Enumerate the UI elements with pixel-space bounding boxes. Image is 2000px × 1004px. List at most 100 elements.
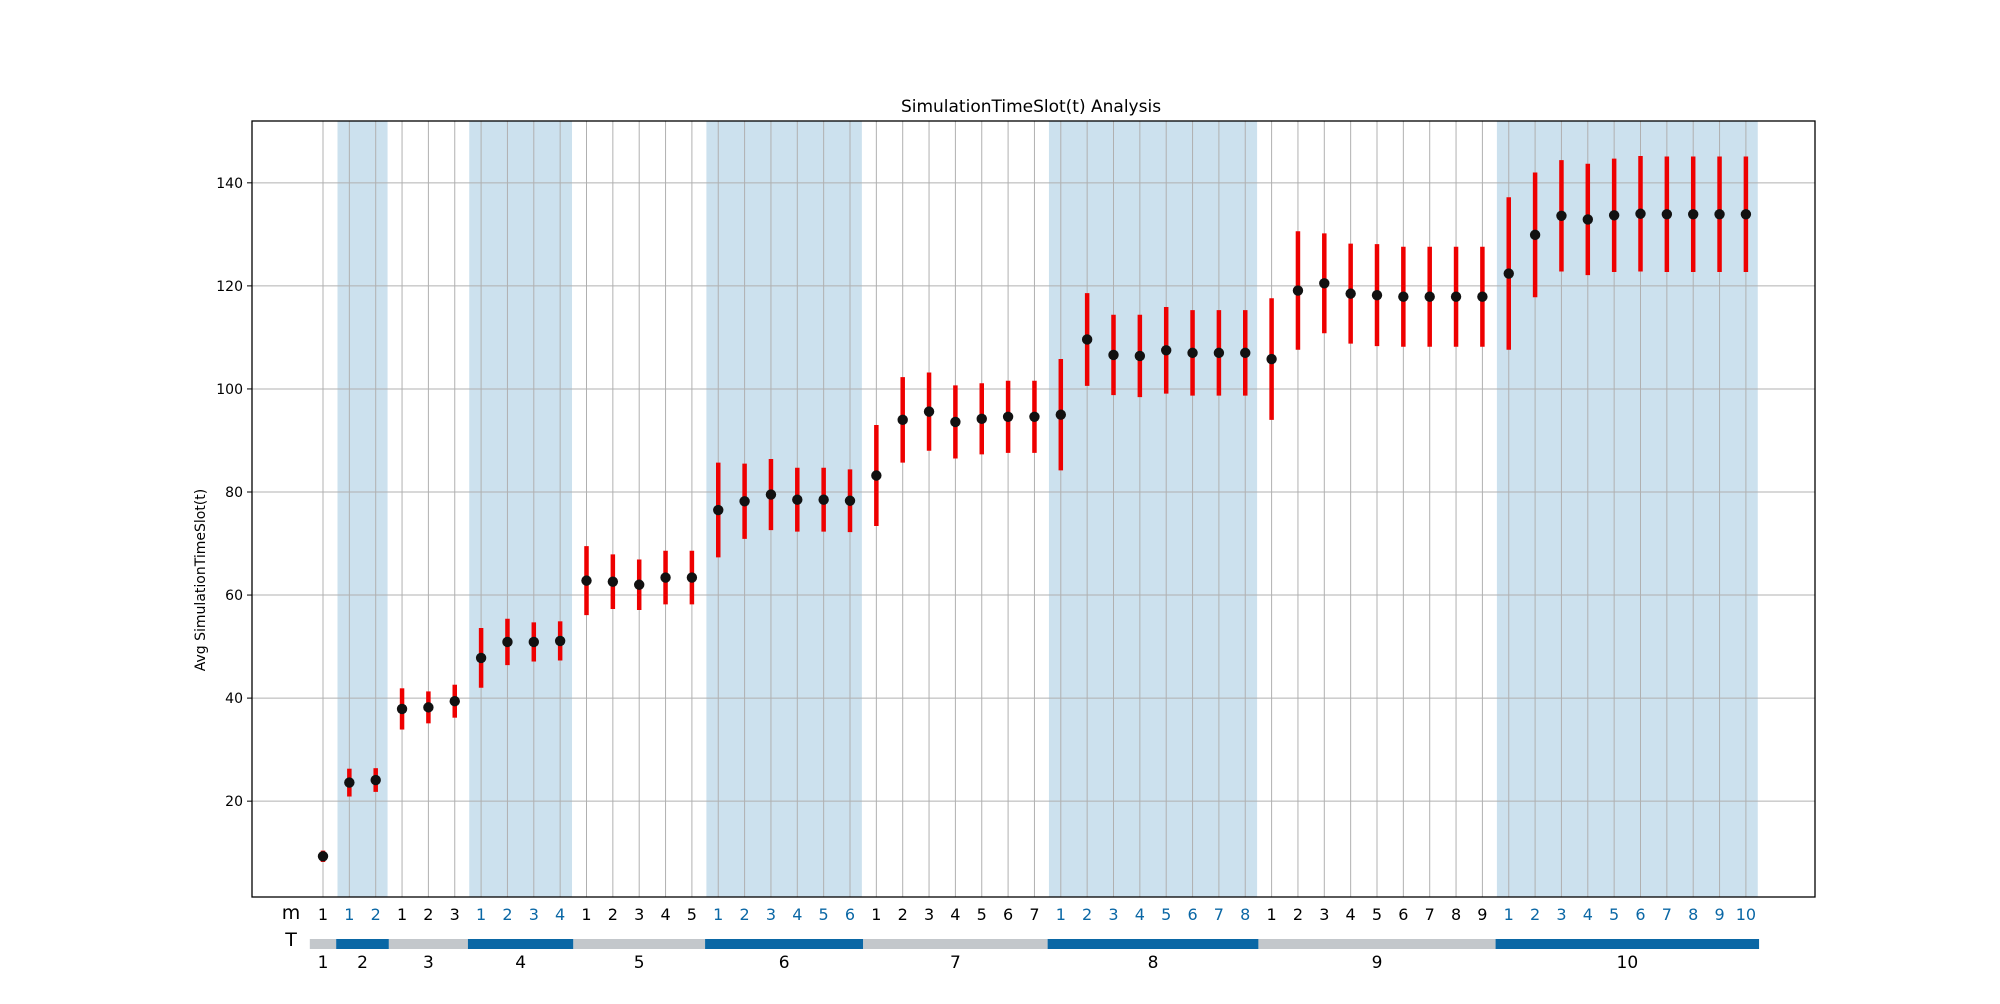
y-axis-ticks: 20 40 60 80 100 120 140 [216, 176, 252, 810]
data-points [317, 208, 1752, 862]
t-band-label: 8 [1148, 953, 1159, 973]
data-point [1635, 208, 1646, 219]
data-point [1213, 347, 1225, 359]
shaded-region [337, 121, 388, 897]
data-point [844, 495, 856, 506]
data-point [792, 494, 803, 505]
m-tick-label: 1 [397, 905, 407, 924]
m-tick-label: 5 [687, 905, 697, 924]
shaded-region [1496, 121, 1758, 897]
data-point [765, 489, 777, 500]
t-band-segment [388, 939, 468, 949]
t-band-label: 10 [1617, 953, 1639, 973]
t-band-segment [1047, 939, 1259, 949]
chart-title: SimulationTimeSlot(t) Analysis [901, 97, 1161, 117]
plot-frame [251, 120, 1816, 898]
data-point [423, 702, 434, 713]
m-tick-label: 7 [1662, 905, 1672, 924]
data-point [317, 851, 329, 862]
m-tick-label: 10 [1736, 905, 1756, 924]
y-tick-label: 20 [225, 794, 243, 810]
m-tick-label: 2 [502, 905, 512, 924]
data-point [818, 494, 829, 505]
data-point [871, 470, 882, 481]
t-band-segment [705, 939, 864, 949]
y-tick-label: 40 [225, 691, 243, 707]
data-point [449, 695, 460, 707]
m-tick-label: 4 [792, 905, 802, 924]
t-band-label: 3 [423, 953, 434, 973]
data-point [1319, 278, 1330, 289]
data-point [950, 416, 961, 428]
t-band-segment [1495, 939, 1760, 949]
t-band-label: 7 [950, 953, 961, 973]
m-tick-label: 2 [1293, 905, 1303, 924]
m-tick-label: 1 [1267, 905, 1277, 924]
t-row-label: T [284, 929, 297, 951]
t-band-segment [309, 939, 337, 949]
data-point [1240, 347, 1251, 359]
data-point [1081, 334, 1093, 345]
data-point [607, 576, 619, 587]
t-band-row: 1 2 3 4 5 6 7 8 9 10 [309, 939, 1760, 973]
m-tick-label: 6 [1635, 905, 1645, 924]
data-point [370, 774, 381, 786]
data-point [1055, 409, 1067, 420]
data-point [1477, 291, 1488, 302]
data-point [923, 406, 935, 417]
data-point [1450, 291, 1462, 302]
m-tick-label: 9 [1714, 905, 1724, 924]
data-point [1661, 209, 1673, 220]
m-tick-label: 1 [871, 905, 881, 924]
data-point [396, 703, 408, 715]
data-point [1371, 289, 1383, 301]
m-tick-label: 7 [1214, 905, 1224, 924]
m-tick-label: 2 [1530, 905, 1540, 924]
m-tick-label: 6 [845, 905, 855, 924]
m-tick-label: 4 [660, 905, 670, 924]
m-tick-label: 8 [1688, 905, 1698, 924]
data-point [1740, 209, 1752, 220]
m-tick-label: 1 [1056, 905, 1066, 924]
m-tick-label: 5 [1609, 905, 1619, 924]
m-tick-label: 3 [634, 905, 644, 924]
data-point [1187, 347, 1198, 359]
y-tick-label: 140 [216, 176, 243, 192]
m-tick-label: 1 [581, 905, 591, 924]
data-point [1556, 210, 1567, 222]
m-tick-label: 3 [1556, 905, 1566, 924]
m-tick-label: 5 [977, 905, 987, 924]
y-tick-label: 80 [225, 485, 243, 501]
m-tick-label: 5 [819, 905, 829, 924]
data-point [660, 572, 671, 583]
t-band-label: 9 [1372, 953, 1383, 973]
data-point [1002, 411, 1014, 422]
m-tick-label: 3 [1319, 905, 1329, 924]
m-tick-label: 8 [1240, 905, 1250, 924]
m-tick-label: 8 [1451, 905, 1461, 924]
m-tick-label: 5 [1161, 905, 1171, 924]
m-tick-label: 3 [529, 905, 539, 924]
data-point [713, 504, 724, 516]
m-tick-label: 1 [344, 905, 354, 924]
t-band-label: 1 [318, 953, 329, 973]
t-band-segment [863, 939, 1048, 949]
data-point [1688, 209, 1699, 220]
t-band-label: 5 [634, 953, 645, 973]
shaded-region [706, 121, 862, 897]
m-tick-label: 4 [555, 905, 565, 924]
t-band-label: 2 [357, 953, 368, 973]
data-point [502, 636, 513, 648]
m-tick-label: 3 [450, 905, 460, 924]
y-tick-label: 100 [216, 382, 243, 398]
t-band-label: 4 [515, 953, 526, 973]
m-tick-label: 4 [1346, 905, 1356, 924]
data-point [739, 496, 750, 507]
data-point [1503, 268, 1514, 279]
m-tick-label: 2 [1082, 905, 1092, 924]
m-tick-label: 1 [1504, 905, 1514, 924]
data-point [634, 579, 645, 590]
m-tick-label: 3 [766, 905, 776, 924]
m-tick-label: 4 [1583, 905, 1593, 924]
data-point [976, 413, 987, 425]
